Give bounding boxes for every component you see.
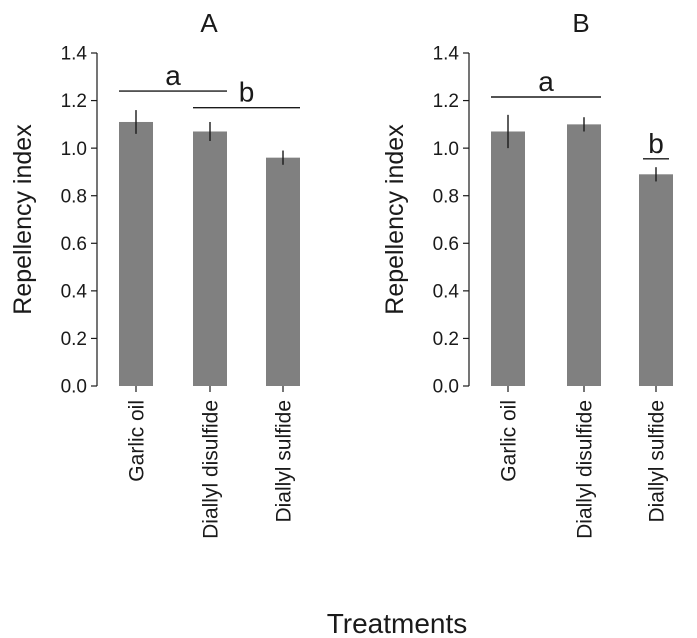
y-axis-label: Repellency index bbox=[9, 124, 37, 315]
y-tick-label: 0.4 bbox=[433, 282, 460, 303]
y-tick-label: 1.4 bbox=[433, 44, 460, 65]
y-tick-label: 0.6 bbox=[433, 234, 459, 255]
significance-letter: b bbox=[648, 128, 664, 159]
y-tick-label: 0.0 bbox=[61, 377, 87, 398]
significance-letter: a bbox=[538, 66, 554, 97]
y-tick-label: 1.0 bbox=[433, 139, 459, 160]
bar bbox=[639, 174, 673, 386]
bar bbox=[266, 157, 300, 386]
significance-letter: a bbox=[165, 60, 181, 91]
x-axis-label: Treatments bbox=[327, 608, 468, 638]
category-label: Diallyl disulfide bbox=[573, 400, 596, 539]
panel-a: A Repellency index 0.0 0.2 0.4 0.6 0.8 1.0 1.2 1.… bbox=[9, 8, 300, 539]
y-tick-label: 1.0 bbox=[61, 139, 87, 160]
significance-letter: b bbox=[239, 77, 255, 108]
y-tick-label: 0.2 bbox=[61, 329, 87, 350]
panel-title: B bbox=[572, 8, 589, 38]
y-tick-label: 0.2 bbox=[433, 329, 459, 350]
panel-b: B Repellency index 0.0 0.2 0.4 0.6 0.8 1.0 1.2 1.… bbox=[381, 8, 673, 539]
y-tick-label: 1.2 bbox=[433, 91, 459, 112]
category-label: Diallyl disulfide bbox=[199, 400, 222, 539]
bar bbox=[119, 121, 153, 386]
category-label: Diallyl sulfide bbox=[645, 400, 668, 523]
y-tick-label: 0.4 bbox=[61, 282, 88, 303]
y-tick-label: 0.6 bbox=[61, 234, 87, 255]
category-label: Diallyl sulfide bbox=[272, 400, 295, 523]
y-tick-label: 0.0 bbox=[433, 377, 459, 398]
y-tick-label: 1.2 bbox=[61, 91, 87, 112]
panel-title: A bbox=[200, 8, 218, 38]
bar bbox=[193, 131, 227, 386]
y-tick-label: 0.8 bbox=[61, 186, 87, 207]
y-tick-label: 0.8 bbox=[433, 186, 459, 207]
category-label: Garlic oil bbox=[125, 400, 148, 482]
y-axis-label: Repellency index bbox=[381, 124, 409, 315]
bar bbox=[567, 124, 601, 386]
y-tick-label: 1.4 bbox=[61, 44, 88, 65]
category-label: Garlic oil bbox=[497, 400, 520, 482]
bar bbox=[491, 131, 525, 386]
